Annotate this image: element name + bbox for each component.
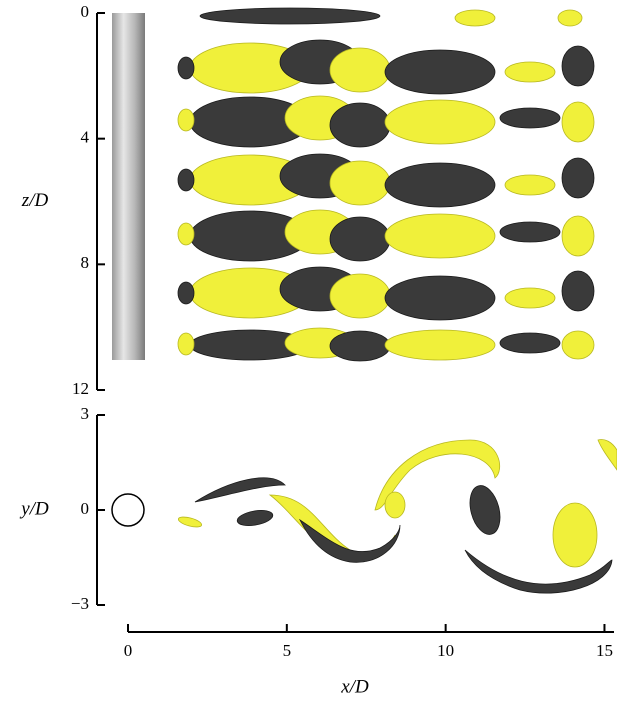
cylinder [112,13,145,360]
y-tick-label: 0 [81,499,90,518]
y-axis-label: z/D [21,190,49,211]
y-tick-label: 8 [81,253,90,272]
x-axis-label: x/D [340,676,369,697]
y-tick-label: 12 [72,379,89,398]
y-axis-label: y/D [19,498,49,519]
x-tick-label: 10 [437,641,454,660]
cylinder-section [111,493,145,527]
bottom-panel-surfaces [111,439,617,594]
x-tick-label: 15 [596,641,613,660]
top-panel-surfaces [112,7,595,362]
y-tick-label: 0 [81,2,90,21]
vortex-rows [177,7,595,362]
y-tick-label: 4 [81,128,90,147]
x-tick-label: 5 [283,641,292,660]
y-tick-label: −3 [71,594,89,613]
x-tick-label: 0 [124,641,133,660]
y-tick-label: 3 [81,404,90,423]
